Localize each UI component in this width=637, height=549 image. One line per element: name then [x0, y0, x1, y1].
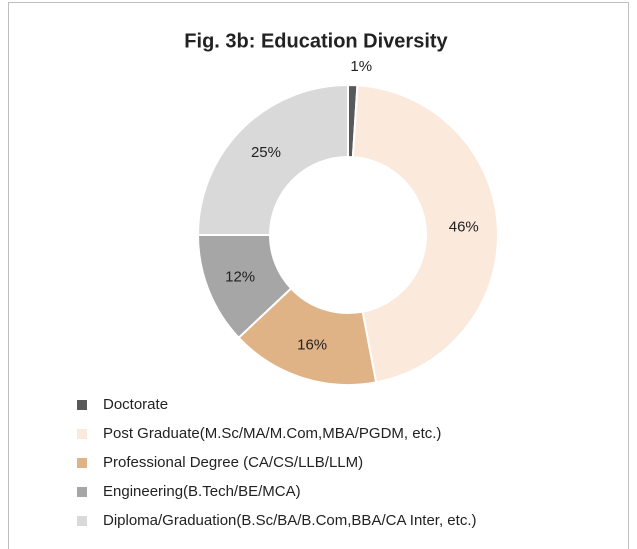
- data-label: 46%: [449, 219, 479, 236]
- donut-slice: [351, 84, 499, 384]
- data-label: 1%: [350, 58, 372, 75]
- legend-swatch: [77, 458, 87, 468]
- legend-label: Professional Degree (CA/CS/LLB/LLM): [103, 454, 363, 471]
- legend-swatch: [77, 516, 87, 526]
- data-label: 16%: [297, 336, 327, 353]
- legend-label: Engineering(B.Tech/BE/MCA): [103, 483, 301, 500]
- donut-slice: [196, 83, 349, 236]
- legend-swatch: [77, 400, 87, 410]
- chart-title: Fig. 3b: Education Diversity: [184, 30, 448, 52]
- legend-label: Doctorate: [103, 396, 168, 413]
- legend-label: Diploma/Graduation(B.Sc/BA/B.Com,BBA/CA …: [103, 512, 476, 529]
- data-label: 12%: [225, 269, 255, 286]
- legend-label: Post Graduate(M.Sc/MA/M.Com,MBA/PGDM, et…: [103, 425, 441, 442]
- data-label: 25%: [251, 144, 281, 161]
- legend-swatch: [77, 487, 87, 497]
- legend-swatch: [77, 429, 87, 439]
